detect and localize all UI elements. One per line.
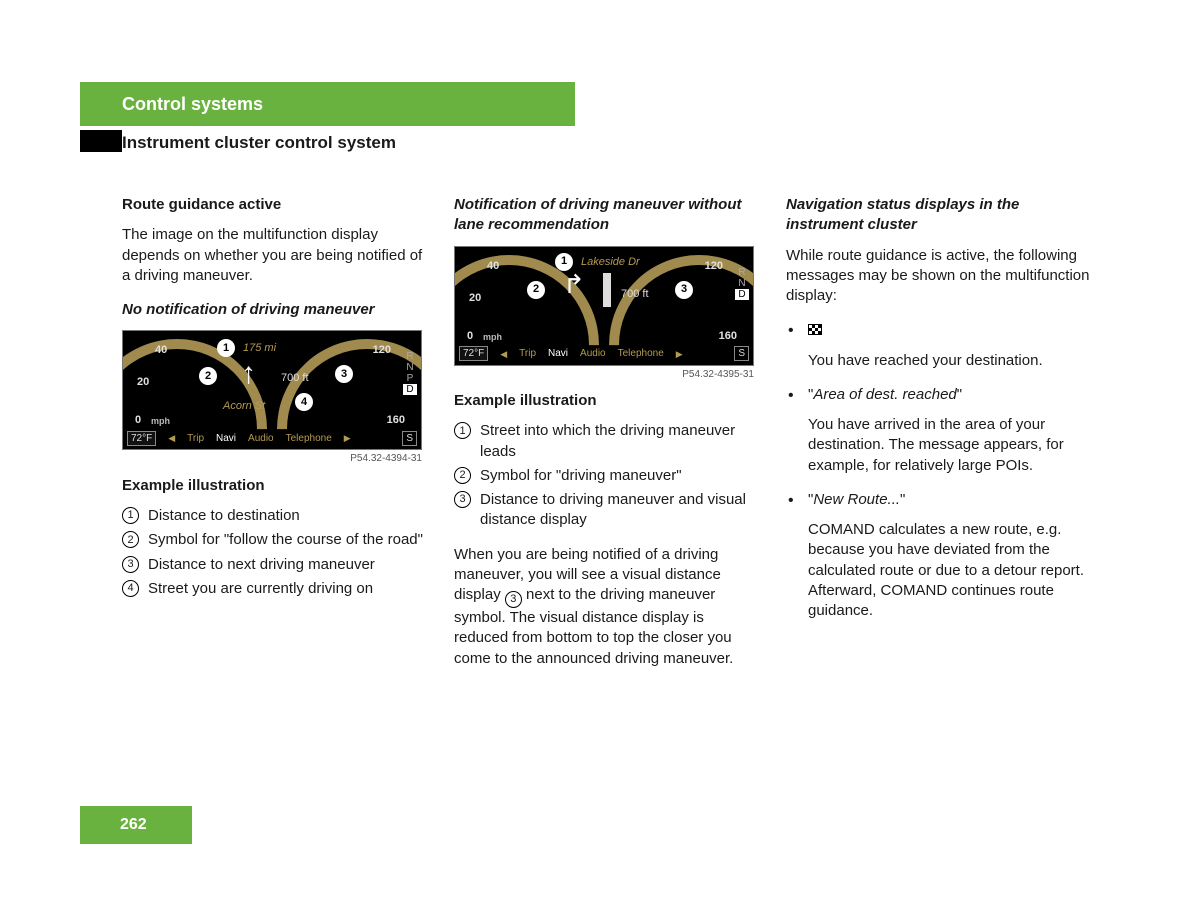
legend-item: Street into which the driving maneuver l… [480,422,735,459]
tick: 0 [467,329,473,344]
checkered-flag-icon [808,324,822,335]
cluster-menu: 72°F ◀ Trip Navi Audio Telephone ▶ S [127,430,417,446]
tick: 160 [719,329,737,344]
column-2: Notification of driving maneuver without… [454,195,760,683]
edge-tab [80,130,122,152]
callout-2: 2 [527,281,545,299]
dist-maneuver: 700 ft [281,371,309,386]
gear-indicator: R N D [735,267,749,300]
legend-list-2: 1Street into which the driving maneuver … [454,421,760,530]
legend-item: Street you are currently driving on [148,580,373,597]
col1-heading: Route guidance active [122,195,428,215]
status-item: "Area of dest. reached" You have arrived… [786,385,1092,476]
tick: 0 [135,413,141,428]
figure-caption-1: P54.32-4394-31 [122,452,422,466]
column-3: Navigation status displays in the instru… [786,195,1092,683]
status-body: COMAND calculates a new route, e.g. beca… [808,520,1092,621]
cluster-menu: 72°F ◀ Trip Navi Audio Telephone ▶ S [459,346,749,362]
example-label-1: Example illustration [122,476,428,496]
section-title: Instrument cluster control system [80,132,1200,155]
content-columns: Route guidance active The image on the m… [80,195,1200,683]
example-label-2: Example illustration [454,391,760,411]
callout-3: 3 [675,281,693,299]
unit: mph [483,331,502,343]
col3-intro: While route guidance is active, the foll… [786,246,1092,307]
turn-right-icon: ↱ [563,271,585,297]
legend-item: Distance to destination [148,507,300,524]
current-street: Acorn St [223,399,265,414]
status-body: You have reached your destination. [808,351,1092,371]
figure-no-notification: 40 20 0 mph 120 160 1 175 mi 2 ↑ 700 ft … [122,330,422,450]
legend-item: Symbol for "driving maneuver" [480,467,682,484]
col1-intro: The image on the multifunction display d… [122,225,428,286]
legend-item: Distance to driving maneuver and visual … [480,491,746,528]
inline-callout-3: 3 [505,591,522,608]
tick: 40 [155,343,167,358]
figure-with-notification: 40 20 0 mph 120 160 1 Lakeside Dr 2 ↱ 70… [454,246,754,366]
status-item: "New Route..." COMAND calculates a new r… [786,490,1092,622]
legend-list-1: 1Distance to destination 2Symbol for "fo… [122,506,428,599]
col1-subheading: No notification of driving maneuver [122,300,428,320]
page-number: 262 [80,806,192,844]
temp-box: 72°F [459,346,488,362]
legend-item: Distance to next driving maneuver [148,556,375,573]
chapter-bar: Control systems [80,82,575,126]
visual-distance-bar [603,273,611,307]
status-head: Area of dest. reached [813,386,956,403]
tick: 40 [487,259,499,274]
street-into: Lakeside Dr [581,255,640,270]
tick: 120 [373,343,391,358]
col3-heading: Navigation status displays in the instru… [786,195,1092,236]
status-list: You have reached your destination. "Area… [786,320,1092,621]
dist-to-dest: 175 mi [243,341,276,356]
temp-box: 72°F [127,431,156,447]
tick: 160 [387,413,405,428]
column-1: Route guidance active The image on the m… [122,195,428,683]
follow-road-icon: ↑ [241,359,256,389]
tick: 20 [469,291,481,306]
status-head: New Route... [813,491,900,508]
unit: mph [151,415,170,427]
status-body: You have arrived in the area of your des… [808,415,1092,476]
tick: 120 [705,259,723,274]
dist-maneuver: 700 ft [621,287,649,302]
figure-caption-2: P54.32-4395-31 [454,368,754,382]
col2-paragraph: When you are being notified of a driving… [454,545,760,669]
tick: 20 [137,375,149,390]
gear-indicator: R N P D [403,351,417,395]
legend-item: Symbol for "follow the course of the roa… [148,531,423,548]
status-item: You have reached your destination. [786,320,1092,371]
col2-heading: Notification of driving maneuver without… [454,195,760,236]
callout-1: 1 [217,339,235,357]
